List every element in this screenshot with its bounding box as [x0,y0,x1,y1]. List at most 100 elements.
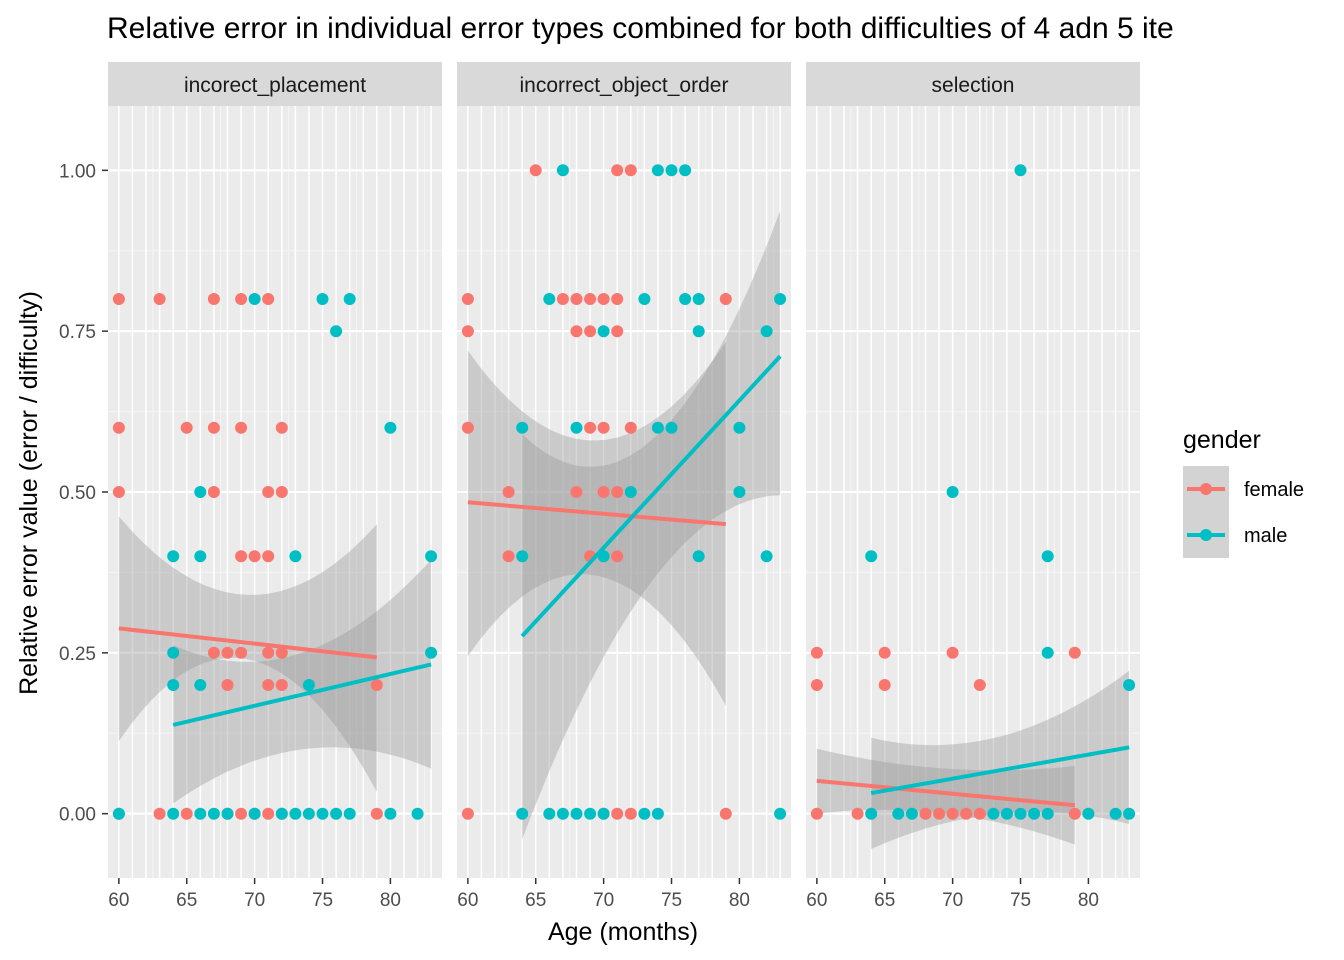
y-tick-label: 0.25 [59,644,96,665]
trend-line-female [467,500,726,527]
trend-line-female [118,626,378,660]
data-point-female [180,807,193,820]
data-point-male [316,807,329,820]
data-point-female [584,325,597,338]
data-point-male [624,486,637,498]
data-point-male [570,807,583,820]
data-point-female [1068,807,1081,820]
trend-line-male [172,662,432,727]
data-point-female [878,646,891,659]
data-point-male [1082,807,1095,820]
data-point-male [543,807,556,820]
data-point-female [1068,646,1081,659]
facet-strip [457,62,791,106]
data-point-male [733,486,746,498]
data-point-male [597,807,610,820]
data-point-male [167,646,180,659]
data-point-female [960,807,973,820]
facet-panel-incorect-placement: incorect_placement 60 65 70 75 80 0.00 0.25 0.50… [59,62,442,911]
x-tick-label: 70 [593,890,614,911]
data-point-female [529,164,542,177]
data-point-male [665,164,678,177]
data-point-female [556,293,569,305]
legend-label-female: female [1244,479,1304,501]
facet-strip-label: incorect_placement [184,74,366,97]
data-point-female [262,293,275,305]
data-point-female [597,486,610,498]
data-point-female [207,293,220,305]
data-point-male [946,486,959,498]
x-tick-label: 75 [312,890,333,911]
facet-panel-selection: selection 60 65 70 75 80 [806,62,1140,911]
data-point-female [611,807,624,820]
legend: gender female male [1183,426,1304,558]
data-point-female [584,421,597,434]
data-point-female [235,550,248,563]
data-point-male [330,325,343,338]
data-point-male [692,550,705,563]
y-tick-label: 1.00 [59,161,96,182]
x-tick-label: 65 [525,890,546,911]
x-axis-title: Age (months) [548,918,698,946]
data-point-male [516,550,529,563]
x-tick-label: 75 [1010,890,1031,911]
data-point-female [112,421,125,434]
data-point-male [570,421,583,434]
data-point-male [384,421,397,434]
data-point-female [153,807,166,820]
data-point-male [516,421,529,434]
data-point-male [167,807,180,820]
confidence-band-female [816,748,1075,845]
data-point-female [275,646,288,659]
data-point-female [502,550,515,563]
trend-line-male [870,745,1130,796]
data-point-male [425,646,438,659]
legend-label-male: male [1244,525,1287,547]
data-point-male [248,807,261,820]
data-point-male [289,807,302,820]
x-tick-label: 80 [380,890,401,911]
data-point-female [624,807,637,820]
facet-strip [806,62,1140,106]
confidence-band-male [173,559,432,804]
data-point-female [262,486,275,498]
data-point-male [865,550,878,563]
data-point-male [679,293,692,305]
data-point-female [719,293,732,305]
data-point-female [235,807,248,820]
data-point-male [1041,646,1054,659]
x-tick-label: 70 [244,890,265,911]
data-point-male [194,550,207,563]
data-point-male [905,807,918,820]
data-point-male [1028,807,1041,820]
data-point-female [611,550,624,563]
data-point-male [384,807,397,820]
trend-line-female [816,778,1076,808]
data-point-female [611,164,624,177]
data-point-female [262,807,275,820]
confidence-band-male [522,210,781,840]
data-point-male [651,807,664,820]
data-point-male [112,807,125,820]
data-point-female [461,325,474,338]
data-point-male [597,325,610,338]
data-point-female [611,486,624,498]
data-point-male [733,421,746,434]
data-point-female [851,807,864,820]
data-point-male [194,486,207,498]
x-tick-label: 60 [457,890,478,911]
data-point-female [719,807,732,820]
facet-strip-label: incorrect_object_order [520,74,729,97]
data-point-male [543,293,556,305]
data-point-female [973,807,986,820]
data-point-female [207,421,220,434]
data-point-female [973,679,986,691]
data-point-female [624,421,637,434]
data-point-male [556,164,569,177]
data-point-male [1041,807,1054,820]
data-point-male [316,293,329,305]
data-point-female [112,486,125,498]
data-point-male [1109,807,1122,820]
data-point-male [1014,164,1027,177]
data-point-male [330,807,343,820]
